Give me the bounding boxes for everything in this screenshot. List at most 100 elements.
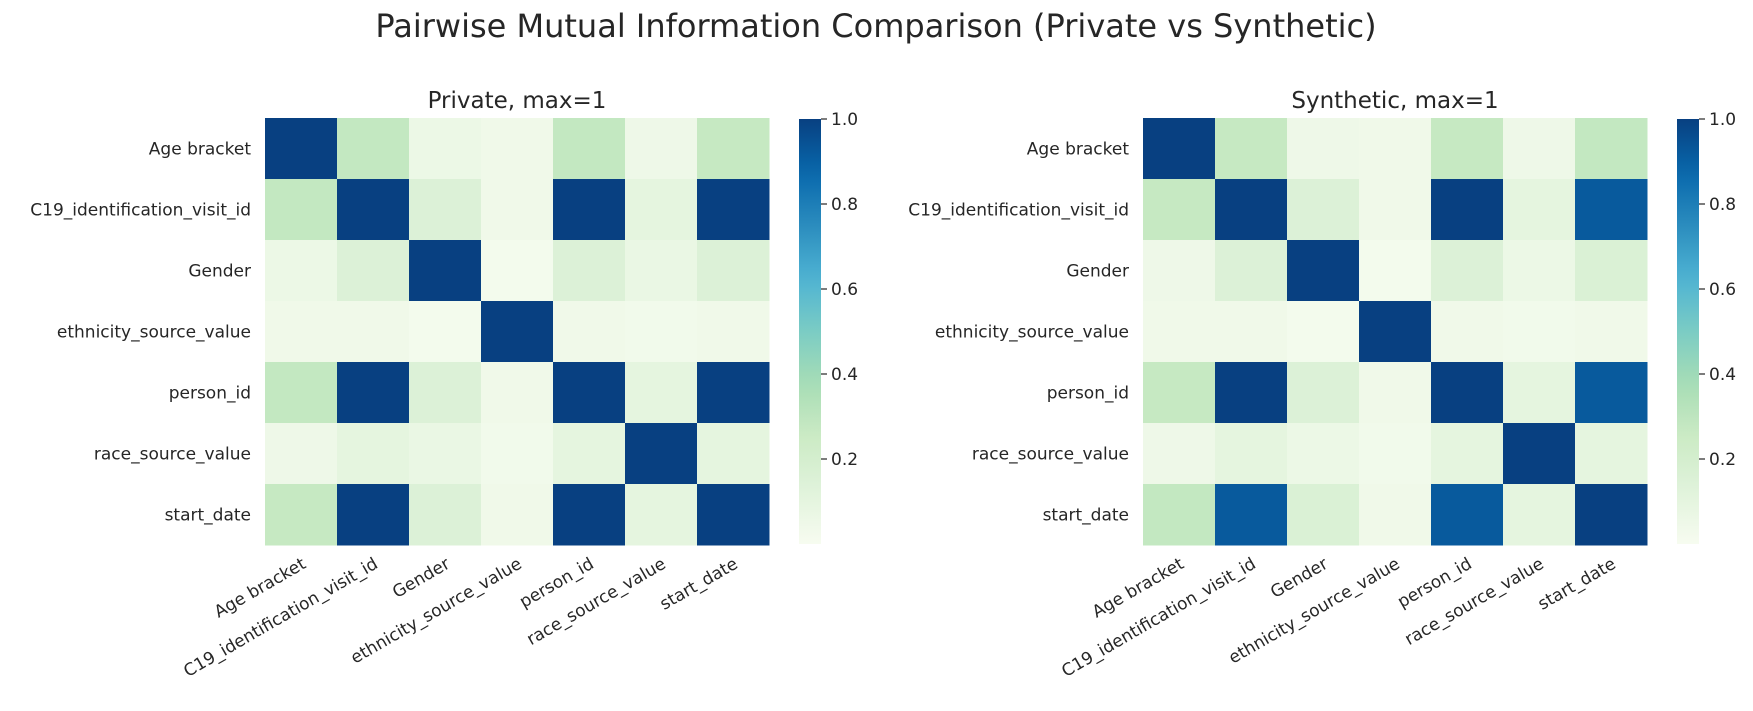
heatmap-cell-1-3: [1359, 179, 1432, 241]
heatmap-cell-2-5: [1503, 240, 1576, 302]
colorbar-tick-label: 0.6: [831, 280, 858, 300]
heatmap-cell-4-2: [409, 362, 482, 424]
heatmap-cell-2-4: [1431, 240, 1504, 302]
heatmap-cell-0-6: [697, 118, 770, 180]
heatmap-cell-3-6: [1575, 301, 1648, 363]
heatmap-cell-3-3: [481, 301, 554, 363]
heatmap-cell-0-0: [265, 118, 338, 180]
heatmap-cell-5-1: [337, 423, 410, 485]
y-tick-label: Gender: [188, 262, 251, 282]
heatmap-cell-0-1: [1215, 118, 1288, 180]
y-tick-label: ethnicity_source_value: [935, 323, 1129, 343]
heatmap-cell-2-2: [409, 240, 482, 302]
heatmap-cell-0-2: [409, 118, 482, 180]
heatmap-cell-4-2: [1287, 362, 1360, 424]
y-tick-label: person_id: [1047, 384, 1129, 404]
colorbar-tick-label: 0.8: [1709, 195, 1736, 215]
heatmap-cell-3-5: [1503, 301, 1576, 363]
heatmap-cell-2-6: [697, 240, 770, 302]
x-tick-label: race_source_value: [523, 554, 669, 650]
heatmap-cell-4-1: [1215, 362, 1288, 424]
x-tick-label: race_source_value: [1401, 554, 1547, 650]
panel-title: Private, max=1: [428, 88, 607, 114]
y-tick-label: C19_identification_visit_id: [908, 201, 1129, 221]
heatmap-cell-1-6: [1575, 179, 1648, 241]
heatmap-panel-synthetic: Synthetic, max=1 Age bracket C19_identific…: [908, 88, 1736, 682]
heatmap-cell-4-0: [265, 362, 338, 424]
heatmap-cell-5-6: [697, 423, 770, 485]
heatmap-cell-2-6: [1575, 240, 1648, 302]
heatmap-cell-1-0: [265, 179, 338, 241]
colorbar: [799, 119, 821, 544]
heatmap-cell-0-2: [1287, 118, 1360, 180]
colorbar-tick-label: 0.8: [831, 195, 858, 215]
heatmap-cell-6-1: [337, 484, 410, 546]
heatmap-cell-4-6: [1575, 362, 1648, 424]
heatmap-cell-1-1: [337, 179, 410, 241]
heatmap-cell-1-2: [409, 179, 482, 241]
heatmap-cell-0-0: [1143, 118, 1216, 180]
heatmap-cell-2-1: [1215, 240, 1288, 302]
heatmap-cell-3-4: [1431, 301, 1504, 363]
colorbar-tick-label: 1.0: [1709, 110, 1736, 130]
x-tick-label: start_date: [657, 554, 742, 615]
heatmap-cell-1-4: [553, 179, 626, 241]
y-tick-label: person_id: [169, 384, 251, 404]
y-tick-label: Gender: [1066, 262, 1129, 282]
heatmap-cell-5-1: [1215, 423, 1288, 485]
y-tick-label: Age bracket: [149, 140, 252, 160]
heatmap-cell-4-3: [481, 362, 554, 424]
heatmap-cell-4-4: [553, 362, 626, 424]
heatmap-cell-6-4: [553, 484, 626, 546]
heatmap-cell-4-4: [1431, 362, 1504, 424]
heatmap-panel-private: Private, max=1 Age bracket C19_identificat…: [30, 88, 858, 682]
heatmap-cell-4-5: [625, 362, 698, 424]
heatmap-cell-3-1: [1215, 301, 1288, 363]
heatmap-cell-6-6: [1575, 484, 1648, 546]
heatmap-cell-4-3: [1359, 362, 1432, 424]
heatmap-cell-1-6: [697, 179, 770, 241]
heatmap-cell-6-5: [625, 484, 698, 546]
heatmap-cell-0-3: [481, 118, 554, 180]
heatmap-cell-5-2: [409, 423, 482, 485]
heatmap-cell-6-2: [1287, 484, 1360, 546]
heatmap-cell-0-6: [1575, 118, 1648, 180]
y-tick-label: start_date: [1043, 506, 1129, 526]
colorbar-tick-label: 0.2: [831, 450, 858, 470]
heatmap-cell-2-2: [1287, 240, 1360, 302]
heatmap-cell-2-3: [481, 240, 554, 302]
y-tick-label: start_date: [165, 506, 251, 526]
heatmap-cell-0-1: [337, 118, 410, 180]
colorbar: [1677, 119, 1699, 544]
y-tick-label: C19_identification_visit_id: [30, 201, 251, 221]
heatmap-cell-5-3: [481, 423, 554, 485]
heatmap-cell-1-5: [1503, 179, 1576, 241]
heatmap-cell-5-2: [1287, 423, 1360, 485]
heatmap-cell-0-5: [1503, 118, 1576, 180]
heatmap-cell-3-2: [1287, 301, 1360, 363]
heatmap-cell-4-1: [337, 362, 410, 424]
y-tick-label: ethnicity_source_value: [57, 323, 251, 343]
colorbar-tick-label: 1.0: [831, 110, 858, 130]
heatmap-cell-3-0: [1143, 301, 1216, 363]
heatmap-cell-3-5: [625, 301, 698, 363]
heatmap-cell-4-6: [697, 362, 770, 424]
heatmap-cell-6-3: [481, 484, 554, 546]
heatmap-cell-5-4: [1431, 423, 1504, 485]
heatmap-cell-6-3: [1359, 484, 1432, 546]
heatmap-cell-3-1: [337, 301, 410, 363]
heatmap-cell-2-0: [1143, 240, 1216, 302]
heatmap-cell-1-5: [625, 179, 698, 241]
heatmap-cell-5-0: [1143, 423, 1216, 485]
heatmap-cell-6-6: [697, 484, 770, 546]
x-tick-label: start_date: [1535, 554, 1620, 615]
heatmap-cell-3-2: [409, 301, 482, 363]
heatmap-cell-0-5: [625, 118, 698, 180]
heatmap-cell-1-3: [481, 179, 554, 241]
heatmap-cell-0-3: [1359, 118, 1432, 180]
heatmap-cell-4-5: [1503, 362, 1576, 424]
heatmap-cell-3-3: [1359, 301, 1432, 363]
heatmap-cell-0-4: [553, 118, 626, 180]
heatmap-cell-5-6: [1575, 423, 1648, 485]
